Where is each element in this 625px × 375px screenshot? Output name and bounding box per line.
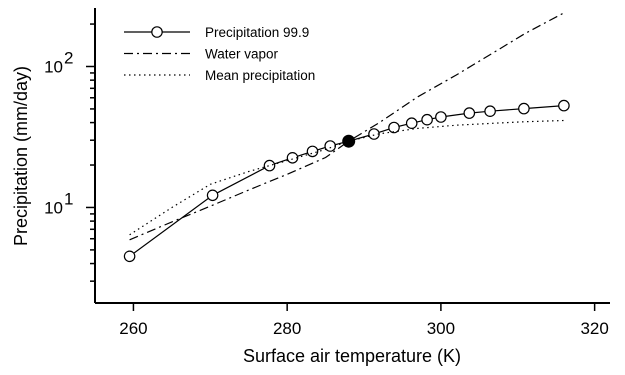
x-axis-label: Surface air temperature (K) (243, 346, 461, 366)
y-tick-label-exponent: 1 (64, 189, 73, 208)
data-point (405, 117, 418, 129)
highlight-point (342, 134, 356, 148)
series-line-0 (129, 105, 564, 257)
x-tick-label: 280 (273, 319, 301, 338)
data-point (123, 250, 136, 263)
data-point (518, 102, 530, 115)
y-tick-label: 10 2 (44, 48, 73, 76)
x-tick-label: 300 (427, 319, 455, 338)
data-point (558, 99, 570, 112)
data-point (206, 189, 219, 202)
legend-label: Water vapor (205, 47, 279, 62)
y-axis-label: Precipitation (mm/day) (11, 66, 31, 246)
x-tick-label: 260 (119, 319, 147, 338)
data-point (306, 145, 319, 158)
x-tick-label: 320 (580, 319, 608, 338)
data-point (324, 140, 336, 152)
legend-marker (151, 26, 163, 38)
data-point (286, 152, 299, 164)
y-tick-label-base: 10 (44, 198, 63, 217)
data-point (463, 107, 476, 119)
data-point (421, 113, 433, 126)
legend: Precipitation 99.9 Water vapor Mean precip… (124, 25, 315, 83)
axes (94, 8, 610, 304)
plot-marks (123, 12, 570, 263)
data-point (263, 159, 276, 172)
y-tick-label-base: 10 (44, 57, 63, 76)
data-point (435, 111, 447, 123)
y-tick-label-exponent: 2 (64, 48, 73, 67)
data-point (388, 121, 400, 134)
legend-label: Precipitation 99.9 (205, 25, 309, 40)
data-point (368, 128, 380, 140)
y-tick-label: 10 1 (44, 189, 73, 217)
legend-label: Mean precipitation (205, 68, 315, 83)
data-point (484, 105, 496, 117)
series-line-1 (129, 12, 565, 241)
